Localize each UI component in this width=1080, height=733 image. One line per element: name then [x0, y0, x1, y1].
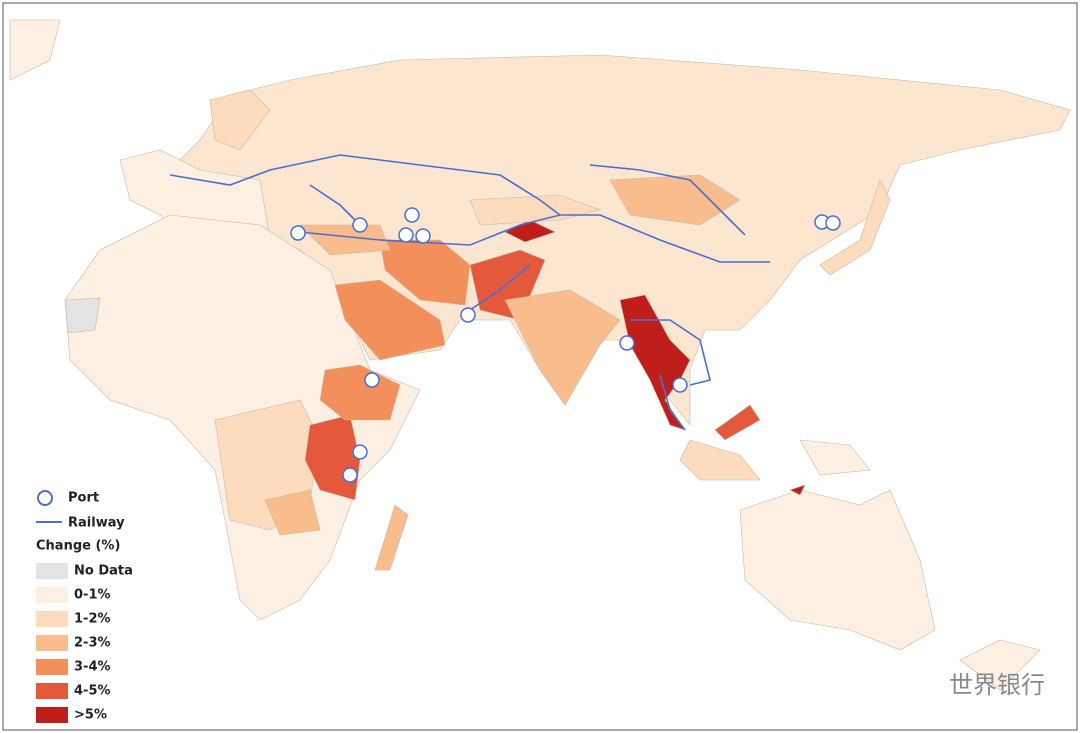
legend-swatch — [36, 611, 68, 627]
legend-label: No Data — [74, 564, 133, 579]
legend-swatch — [36, 563, 68, 579]
railways — [169, 154, 770, 431]
legend-label: 0-1% — [74, 588, 111, 603]
legend-title: Change (%) — [36, 539, 120, 554]
legend-swatch — [36, 587, 68, 603]
legend-swatch — [36, 707, 68, 723]
legend-label: 1-2% — [74, 612, 111, 627]
port-icon — [37, 490, 53, 506]
legend-label: 4-5% — [74, 684, 111, 699]
legend-swatch — [36, 635, 68, 651]
legend-swatch — [36, 683, 68, 699]
legend: Port Railway Change (%) No Data 0-1% 1-2% 2… — [36, 490, 133, 723]
legend-label: 2-3% — [74, 636, 111, 651]
ports — [290, 207, 841, 483]
legend-swatch — [36, 659, 68, 675]
legend-railway: Railway — [68, 516, 125, 531]
legend-label: >5% — [74, 708, 107, 723]
watermark: 世界银行 — [949, 671, 1045, 699]
legend-port: Port — [68, 491, 99, 506]
land — [9, 19, 1071, 691]
legend-label: 3-4% — [74, 660, 111, 675]
